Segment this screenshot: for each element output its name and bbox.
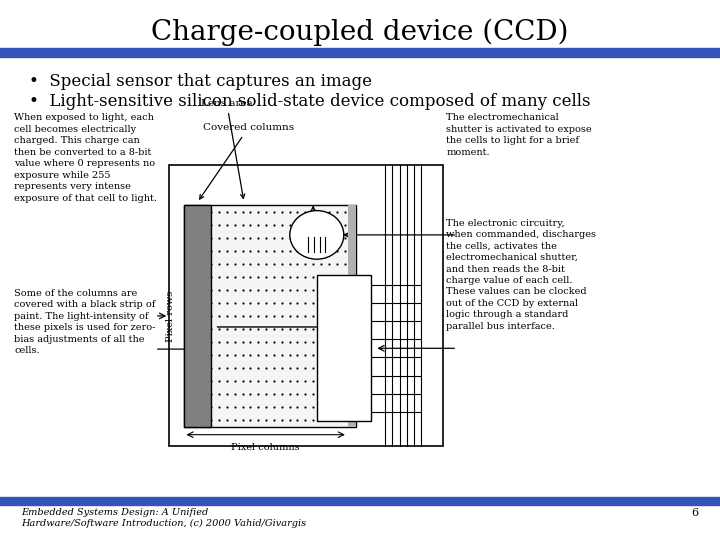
Text: When exposed to light, each
cell becomes electrically
charged. This charge can
t: When exposed to light, each cell becomes…	[14, 113, 158, 202]
Text: 6: 6	[691, 508, 698, 518]
Ellipse shape	[289, 211, 344, 259]
Text: Electro-
mechanical
shutter: Electro- mechanical shutter	[291, 217, 343, 247]
Text: The electromechanical
shutter is activated to expose
the cells to light for a br: The electromechanical shutter is activat…	[446, 113, 592, 157]
Text: Charge-coupled device (CCD): Charge-coupled device (CCD)	[151, 19, 569, 46]
Text: •  Special sensor that captures an image: • Special sensor that captures an image	[29, 73, 372, 90]
Bar	[317, 275, 371, 421]
Text: Embedded Systems Design: A Unified
Hardware/Software Introduction, (c) 2000 Vahi: Embedded Systems Design: A Unified Hardw…	[22, 508, 307, 528]
Text: The electronic circuitry,
when commanded, discharges
the cells, activates the
el: The electronic circuitry, when commanded…	[446, 219, 596, 330]
Bar	[0, 48, 720, 57]
Bar	[184, 205, 211, 427]
Bar	[0, 497, 720, 505]
Text: •  Light-sensitive silicon solid-state device composed of many cells: • Light-sensitive silicon solid-state de…	[29, 93, 590, 110]
Text: Pixel columns: Pixel columns	[231, 443, 300, 452]
Text: Electronic
circuitry: Electronic circuitry	[318, 339, 369, 358]
Text: Covered columns: Covered columns	[199, 123, 294, 199]
Bar	[184, 205, 356, 427]
Text: Lens area: Lens area	[201, 99, 253, 198]
Bar	[348, 205, 356, 427]
Bar	[169, 165, 443, 446]
Text: Some of the columns are
covered with a black strip of
paint. The light-intensity: Some of the columns are covered with a b…	[14, 289, 156, 355]
Text: Pixel rows: Pixel rows	[166, 291, 175, 341]
